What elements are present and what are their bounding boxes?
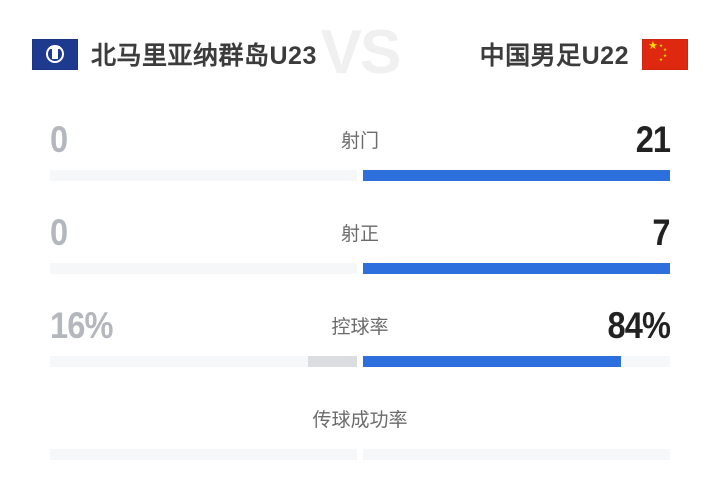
home-bar-fill — [307, 356, 357, 367]
flag-northern-mariana-islands-icon — [32, 38, 78, 70]
away-team[interactable]: 中国男足U22 ★ ★ ★ ★ — [480, 36, 688, 72]
stat-label: 传球成功率 — [312, 409, 408, 431]
stat-values: 传球成功率 — [50, 387, 670, 449]
away-bar-track — [363, 356, 670, 367]
home-team-name: 北马里亚纳群岛U23 — [91, 42, 317, 70]
away-bar-track — [363, 263, 670, 274]
stat-values: 0 射门 21 — [50, 108, 671, 170]
vs-watermark: VS — [320, 17, 402, 87]
away-bar-fill — [363, 356, 621, 367]
away-bar-fill — [363, 170, 670, 181]
stat-row: 传球成功率 — [0, 387, 720, 472]
latte-stone-shape — [50, 46, 60, 59]
stat-bar — [50, 170, 670, 181]
star-small-icon: ★ — [663, 46, 668, 52]
star-small-icon: ★ — [659, 56, 664, 62]
stat-row: 16% 控球率 84% — [0, 294, 720, 387]
home-bar-track — [50, 449, 357, 460]
match-header: VS 北马里亚纳群岛U23 中国男足U22 ★ ★ ★ ★ — [0, 0, 720, 108]
stat-label: 控球率 — [331, 316, 389, 338]
home-bar-track — [50, 263, 357, 274]
home-team[interactable]: 北马里亚纳群岛U23 — [32, 36, 317, 72]
match-stats-list: 0 射门 21 0 射正 7 — [0, 108, 720, 472]
away-stat-value: 84% — [607, 304, 670, 346]
stat-row: 0 射正 7 — [0, 201, 720, 294]
home-stat-value: 0 — [50, 118, 68, 160]
stat-row: 0 射门 21 — [0, 108, 720, 201]
away-bar-fill — [363, 263, 670, 274]
stat-label: 射正 — [340, 223, 380, 245]
stat-bar — [50, 263, 670, 274]
away-bar-track — [363, 170, 670, 181]
home-stat-value: 0 — [50, 211, 68, 253]
away-stat-value: 21 — [635, 118, 671, 160]
stat-bar — [50, 449, 670, 460]
home-bar-track — [50, 356, 357, 367]
stat-bar — [50, 356, 670, 367]
stat-values: 0 射正 7 — [50, 201, 671, 263]
flag-china-icon: ★ ★ ★ ★ — [642, 38, 688, 70]
away-team-name: 中国男足U22 — [479, 42, 629, 70]
home-bar-track — [50, 170, 357, 181]
home-stat-value: 16% — [50, 304, 113, 346]
stat-label: 射门 — [340, 130, 380, 152]
latte-stone-emblem-icon — [46, 45, 64, 63]
away-stat-value: 7 — [652, 211, 671, 253]
star-small-icon: ★ — [663, 52, 668, 58]
stat-values: 16% 控球率 84% — [50, 294, 671, 356]
star-small-icon: ★ — [659, 42, 664, 48]
away-bar-track — [363, 449, 670, 460]
